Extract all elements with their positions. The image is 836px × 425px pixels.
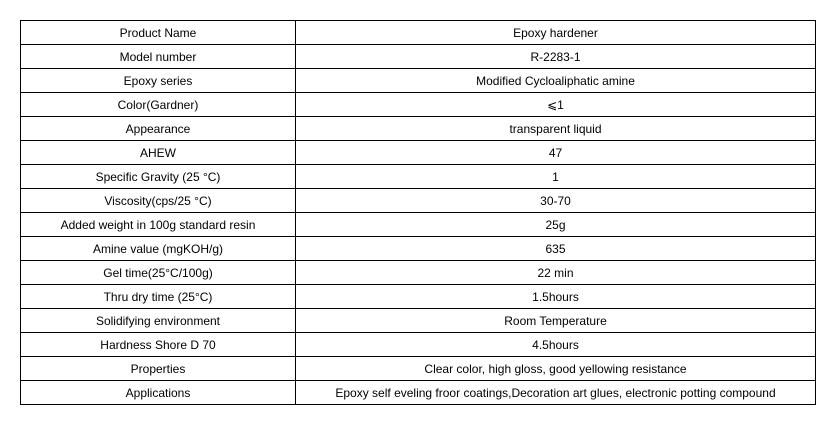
spec-value: Clear color, high gloss, good yellowing … (295, 356, 816, 381)
spec-row: AHEW 47 (20, 140, 816, 165)
spec-row: Solidifying environment Room Temperature (20, 308, 816, 333)
spec-label: Gel time(25°C/100g) (20, 260, 296, 285)
spec-value: 30-70 (295, 188, 816, 213)
spec-label: Epoxy series (20, 68, 296, 93)
spec-label: Added weight in 100g standard resin (20, 212, 296, 237)
spec-value: Room Temperature (295, 308, 816, 333)
spec-row: Product Name Epoxy hardener (20, 20, 816, 45)
spec-row: Amine value (mgKOH/g) 635 (20, 236, 816, 261)
spec-value: Epoxy self eveling froor coatings,Decora… (295, 380, 816, 405)
spec-label: Hardness Shore D 70 (20, 332, 296, 357)
spec-label: Solidifying environment (20, 308, 296, 333)
spec-row: Hardness Shore D 70 4.5hours (20, 332, 816, 357)
spec-value: 47 (295, 140, 816, 165)
spec-label: AHEW (20, 140, 296, 165)
spec-table-body: Product Name Epoxy hardener Model number R-… (20, 20, 816, 405)
spec-label: Specific Gravity (25 °C) (20, 164, 296, 189)
spec-row: Added weight in 100g standard resin 25g (20, 212, 816, 237)
spec-value: Epoxy hardener (295, 20, 816, 45)
spec-row: Applications Epoxy self eveling froor coa… (20, 380, 816, 405)
spec-label: Applications (20, 380, 296, 405)
spec-row: Color(Gardner) ⩽1 (20, 92, 816, 117)
spec-label: Amine value (mgKOH/g) (20, 236, 296, 261)
spec-value: 25g (295, 212, 816, 237)
spec-label: Product Name (20, 20, 296, 45)
spec-value: 4.5hours (295, 332, 816, 357)
spec-row: Appearance transparent liquid (20, 116, 816, 141)
spec-label: Model number (20, 44, 296, 69)
spec-value: 1.5hours (295, 284, 816, 309)
spec-value: R-2283-1 (295, 44, 816, 69)
spec-label: Properties (20, 356, 296, 381)
spec-value: 635 (295, 236, 816, 261)
spec-row: Specific Gravity (25 °C) 1 (20, 164, 816, 189)
spec-value: transparent liquid (295, 116, 816, 141)
spec-row: Gel time(25°C/100g) 22 min (20, 260, 816, 285)
spec-label: Appearance (20, 116, 296, 141)
spec-value: 22 min (295, 260, 816, 285)
spec-row: Viscosity(cps/25 °C) 30-70 (20, 188, 816, 213)
spec-label: Color(Gardner) (20, 92, 296, 117)
spec-row: Thru dry time (25°C) 1.5hours (20, 284, 816, 309)
spec-row: Epoxy series Modified Cycloaliphatic amin… (20, 68, 816, 93)
spec-value: 1 (295, 164, 816, 189)
spec-value: Modified Cycloaliphatic amine (295, 68, 816, 93)
spec-value: ⩽1 (295, 92, 816, 117)
spec-label: Thru dry time (25°C) (20, 284, 296, 309)
spec-label: Viscosity(cps/25 °C) (20, 188, 296, 213)
spec-row: Properties Clear color, high gloss, good … (20, 356, 816, 381)
spec-table: Product Name Epoxy hardener Model number R-… (20, 20, 816, 405)
spec-row: Model number R-2283-1 (20, 44, 816, 69)
